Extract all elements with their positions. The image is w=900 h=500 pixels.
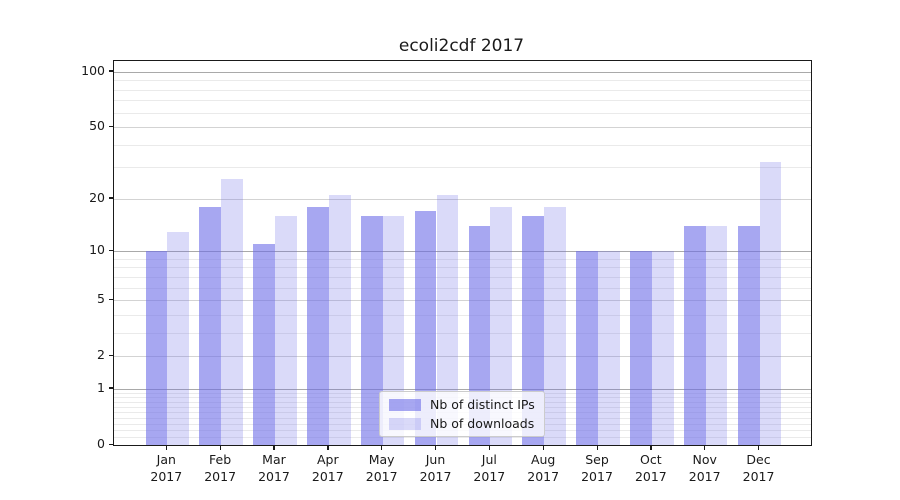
gridline-minor-60 xyxy=(114,112,811,114)
gridline-minor-0.1 xyxy=(114,437,811,439)
y-tick-mark-1 xyxy=(108,387,113,389)
x-tick-mark-dec xyxy=(758,445,760,450)
y-tick-mark-50 xyxy=(108,125,113,127)
x-tick-mark-jun xyxy=(435,445,437,450)
bar-ips-may xyxy=(360,216,383,445)
y-tick-mark-2 xyxy=(108,354,113,356)
x-tick-mark-mar xyxy=(273,445,275,450)
x-tick-label-aug: Aug 2017 xyxy=(527,452,560,484)
bar-ips-jul xyxy=(468,226,491,445)
bar-downloads-mar xyxy=(274,216,297,445)
bar-downloads-jul xyxy=(490,207,513,445)
bar-ips-jun xyxy=(414,211,437,445)
y-tick-label-5: 5 xyxy=(97,291,105,307)
x-tick-label-feb: Feb 2017 xyxy=(204,452,237,484)
bar-ips-dec xyxy=(737,226,760,445)
gridline-minor-4 xyxy=(114,314,811,316)
gridline-minor-6 xyxy=(114,287,811,289)
chart-title: ecoli2cdf 2017 xyxy=(398,36,525,56)
gridline-minor-9 xyxy=(114,258,811,260)
gridline-minor-8 xyxy=(114,267,811,269)
legend: Nb of distinct IPs Nb of downloads xyxy=(379,391,545,437)
legend-label-distinct-ips: Nb of distinct IPs xyxy=(430,397,535,412)
x-tick-mark-oct xyxy=(650,445,652,450)
x-tick-label-jul: Jul 2017 xyxy=(473,452,506,484)
bar-ips-oct xyxy=(630,251,652,445)
y-tick-mark-10 xyxy=(108,249,113,251)
x-tick-label-jun: Jun 2017 xyxy=(419,452,452,484)
gridline-minor-70 xyxy=(114,100,811,102)
legend-label-downloads: Nb of downloads xyxy=(430,416,535,431)
gridline-10 xyxy=(114,251,811,253)
bar-downloads-jan xyxy=(167,231,189,445)
gridline-50 xyxy=(114,127,811,129)
x-tick-mark-aug xyxy=(542,445,544,450)
bar-ips-nov xyxy=(684,226,706,445)
bar-downloads-feb xyxy=(221,178,243,445)
gridline-minor-7 xyxy=(114,276,811,278)
y-tick-mark-100 xyxy=(108,70,113,72)
bar-ips-jan xyxy=(145,251,168,445)
plot-area xyxy=(113,60,812,446)
gridline-20 xyxy=(114,198,811,200)
legend-item-downloads: Nb of downloads xyxy=(389,414,544,433)
gridline-minor-30 xyxy=(114,167,811,169)
gridline-1 xyxy=(114,388,811,390)
gridline-minor-40 xyxy=(114,144,811,146)
x-tick-label-jan: Jan 2017 xyxy=(150,452,183,484)
y-tick-label-1: 1 xyxy=(97,379,105,395)
legend-item-distinct-ips: Nb of distinct IPs xyxy=(389,395,544,414)
bar-ips-mar xyxy=(253,244,275,445)
x-tick-mark-jul xyxy=(488,445,491,450)
x-tick-label-sep: Sep 2017 xyxy=(581,452,613,484)
bar-downloads-jun xyxy=(436,195,459,445)
y-tick-label-50: 50 xyxy=(89,118,105,134)
x-tick-mark-may xyxy=(381,445,383,450)
gridline-5 xyxy=(114,300,811,302)
x-tick-label-mar: Mar 2017 xyxy=(258,452,290,484)
bar-downloads-may xyxy=(382,216,405,445)
bar-downloads-dec xyxy=(759,162,782,445)
bar-downloads-sep xyxy=(598,251,620,445)
gridline-minor-90 xyxy=(114,80,811,82)
gridline-2 xyxy=(114,356,811,358)
y-tick-mark-20 xyxy=(108,197,113,199)
gridline-minor-80 xyxy=(114,89,811,91)
x-tick-mark-jan xyxy=(165,445,167,450)
bar-ips-apr xyxy=(307,207,329,445)
x-tick-mark-sep xyxy=(596,445,598,450)
x-tick-label-nov: Nov 2017 xyxy=(688,452,721,484)
x-tick-label-may: May 2017 xyxy=(365,452,398,484)
x-tick-label-dec: Dec 2017 xyxy=(742,452,775,484)
bar-downloads-oct xyxy=(651,251,674,445)
y-tick-label-2: 2 xyxy=(97,347,105,363)
bar-downloads-aug xyxy=(544,207,566,445)
legend-swatch-distinct-ips xyxy=(389,398,421,411)
bar-ips-feb xyxy=(199,207,222,445)
x-tick-label-oct: Oct 2017 xyxy=(634,452,667,484)
bar-downloads-apr xyxy=(328,195,351,445)
x-tick-label-apr: Apr 2017 xyxy=(311,452,344,484)
y-tick-label-20: 20 xyxy=(89,189,105,205)
x-tick-mark-feb xyxy=(219,445,221,450)
y-tick-mark-0 xyxy=(108,443,113,445)
y-tick-label-10: 10 xyxy=(89,242,105,258)
y-tick-label-100: 100 xyxy=(81,62,105,78)
bar-ips-sep xyxy=(576,251,598,445)
y-tick-label-0: 0 xyxy=(97,436,105,451)
bar-ips-aug xyxy=(522,216,545,445)
gridline-100 xyxy=(114,71,811,73)
gridline-minor-3 xyxy=(114,332,811,334)
y-tick-mark-5 xyxy=(108,298,113,300)
legend-swatch-downloads xyxy=(389,417,421,430)
x-tick-mark-nov xyxy=(704,445,706,450)
bar-downloads-nov xyxy=(705,226,728,445)
x-tick-mark-apr xyxy=(327,445,329,450)
